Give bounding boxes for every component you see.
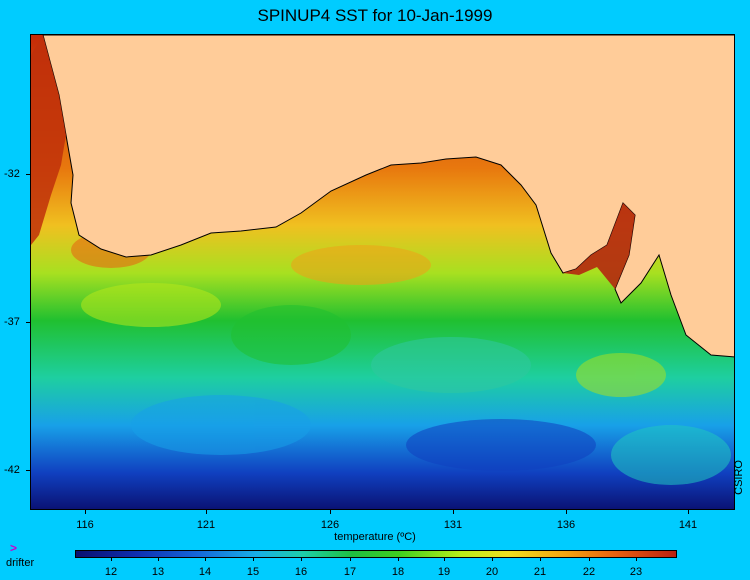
lat-tick — [26, 174, 30, 175]
colorbar-tick-label: 16 — [294, 566, 308, 578]
colorbar-tick-label: 22 — [582, 566, 596, 578]
drifter-arrow-icon: > — [10, 541, 18, 555]
colorbar-tick — [444, 558, 445, 561]
colorbar-tick-label: 21 — [533, 566, 547, 578]
map-title: SPINUP4 SST for 10-Jan-1999 — [257, 6, 493, 25]
lat-tick — [26, 470, 30, 471]
sst-map — [30, 34, 735, 510]
lon-label: 131 — [443, 519, 463, 531]
lon-tick — [330, 510, 331, 514]
gulf-warm — [563, 203, 635, 289]
lon-tick — [688, 510, 689, 514]
colorbar-tick-label: 20 — [485, 566, 499, 578]
colorbar-tick-label: 12 — [104, 566, 118, 578]
colorbar-tick — [636, 558, 637, 561]
colorbar-tick — [398, 558, 399, 561]
colorbar-tick — [111, 558, 112, 561]
colorbar-tick — [158, 558, 159, 561]
lon-label: 126 — [320, 519, 340, 531]
lat-label: -42 — [4, 464, 20, 476]
lat-tick — [26, 322, 30, 323]
lon-label: 121 — [196, 519, 216, 531]
credit-label: CSIRO — [733, 460, 745, 495]
colorbar-tick-label: 17 — [343, 566, 357, 578]
drifter-legend-label: drifter — [6, 557, 35, 569]
colorbar-tick-label: 13 — [151, 566, 165, 578]
colorbar-tick — [492, 558, 493, 561]
colorbar-tick-label: 23 — [629, 566, 643, 578]
lon-label: 116 — [76, 519, 94, 531]
colorbar-tick-label: 18 — [391, 566, 405, 578]
lon-label: 141 — [678, 519, 698, 531]
lat-label: -32 — [4, 168, 20, 180]
lon-tick — [566, 510, 567, 514]
west-coast-warm — [31, 35, 66, 245]
colorbar-tick-label: 14 — [198, 566, 212, 578]
colorbar-label: temperature (ºC) — [334, 531, 416, 543]
lon-tick — [85, 510, 86, 514]
land-mass — [42, 35, 734, 358]
colorbar-tick — [301, 558, 302, 561]
colorbar-tick — [205, 558, 206, 561]
lat-label: -37 — [4, 316, 20, 328]
eddy-layer — [71, 232, 731, 485]
lon-tick — [453, 510, 454, 514]
colorbar-tick — [350, 558, 351, 561]
temperature-colorbar — [75, 550, 677, 558]
colorbar-tick — [589, 558, 590, 561]
colorbar-tick-label: 19 — [437, 566, 451, 578]
lon-label: 136 — [556, 519, 576, 531]
lon-tick — [206, 510, 207, 514]
colorbar-tick-label: 15 — [246, 566, 260, 578]
colorbar-tick — [540, 558, 541, 561]
colorbar-tick — [253, 558, 254, 561]
